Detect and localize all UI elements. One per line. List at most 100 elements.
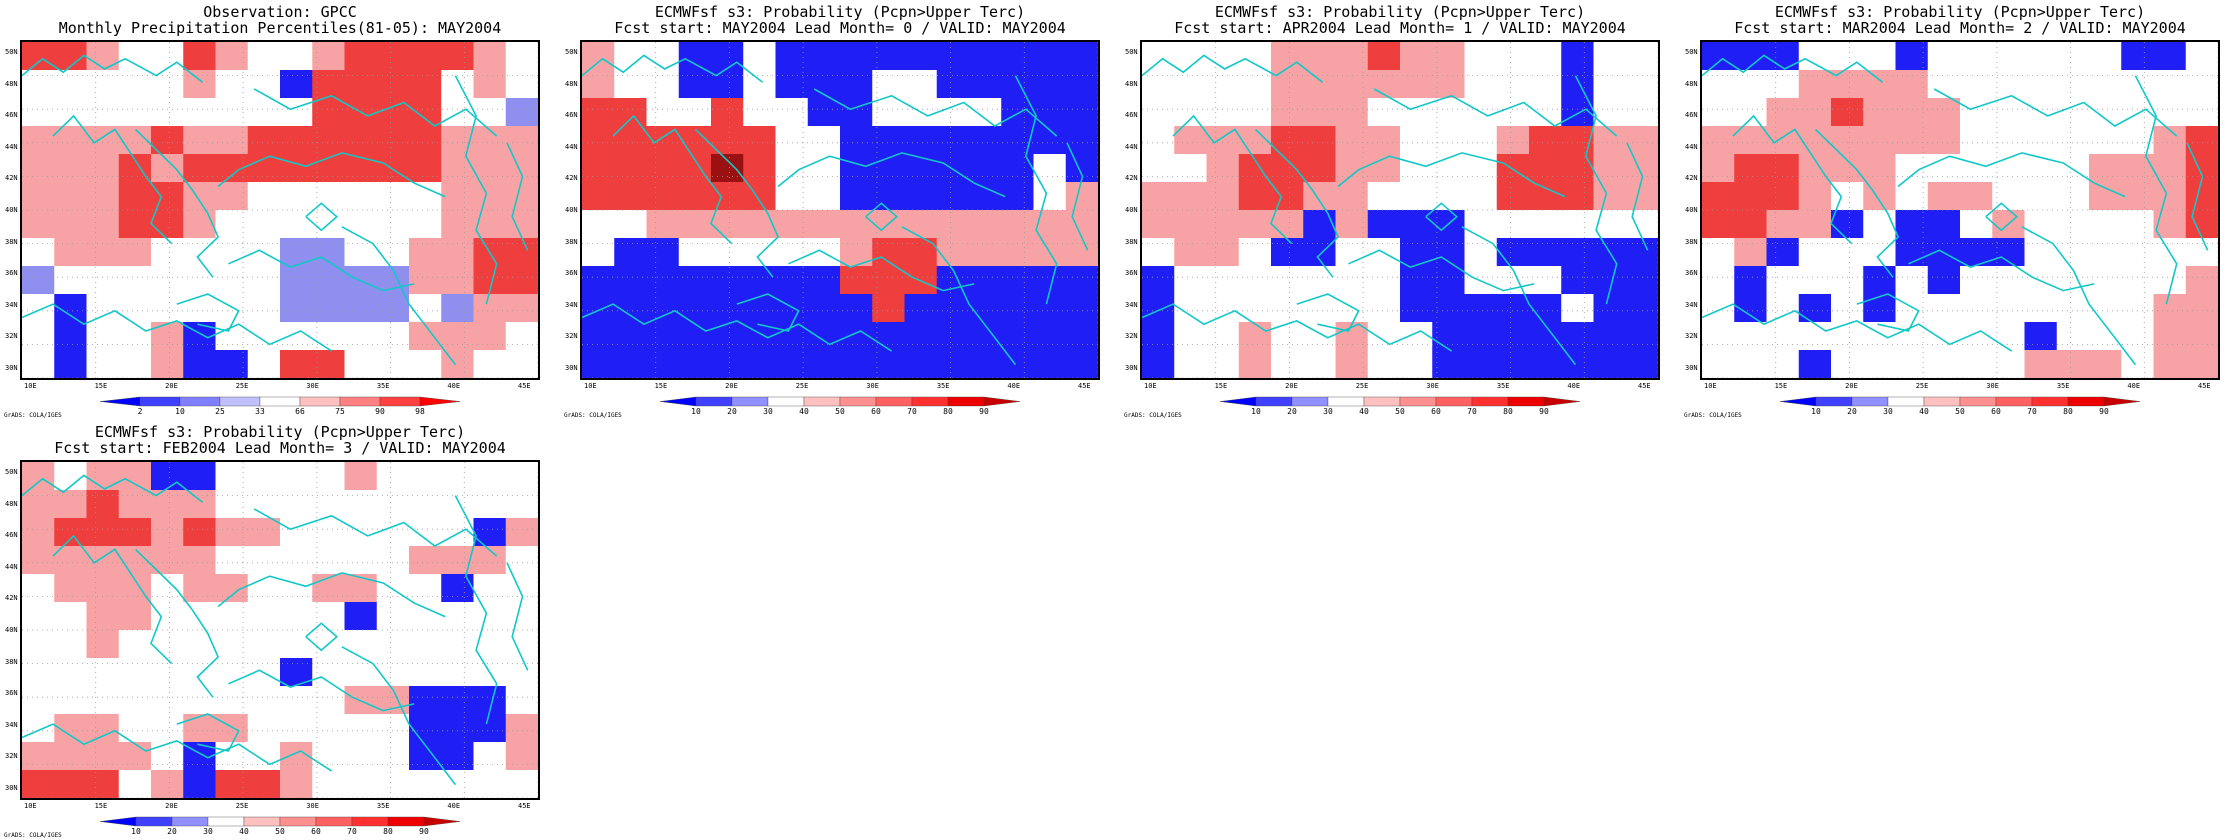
lat-label: 34N <box>5 300 18 309</box>
map-panel: ECMWFsf s3: Probability (Pcpn>Upper Terc… <box>560 0 1120 420</box>
grid-cell <box>646 154 680 183</box>
lat-label: 50N <box>5 48 18 56</box>
grid-cell <box>1496 322 1530 351</box>
grid-cell <box>344 602 378 631</box>
coastline <box>228 669 415 712</box>
grid-cell <box>54 126 88 155</box>
grid-cell <box>2121 238 2155 267</box>
grid-cell <box>183 182 217 211</box>
lon-label: 35E <box>2056 382 2070 390</box>
lon-label: 25E <box>795 382 809 390</box>
grid-cell <box>807 98 841 127</box>
lat-label: 34N <box>1685 300 1698 309</box>
grid-cell <box>118 98 152 127</box>
grid-cell <box>840 98 873 127</box>
grid-cell <box>1625 70 1658 99</box>
grid-cell <box>441 294 475 323</box>
grid-cell <box>1625 42 1658 71</box>
grid-cell <box>1766 210 1800 239</box>
grid-cell <box>1367 182 1401 211</box>
grid-cell <box>151 98 184 127</box>
grid-cell <box>1895 210 1929 239</box>
coastline <box>1014 75 1058 305</box>
grid-cell <box>1335 350 1369 378</box>
grid-cell <box>183 98 217 127</box>
grid-cell <box>86 42 120 71</box>
grid-cell <box>872 126 906 155</box>
grid-cell <box>54 154 88 183</box>
grid-cell <box>1992 126 2026 155</box>
grid-cell <box>54 98 88 127</box>
grid-cell <box>1001 182 1035 211</box>
grid-cell <box>505 686 538 715</box>
grid-cell <box>376 182 410 211</box>
grid-cell <box>711 350 744 378</box>
grid-cell <box>441 462 475 491</box>
colorbar-swatch <box>1255 396 1293 407</box>
grid-cell <box>118 182 152 211</box>
colorbar-swatch <box>423 816 461 827</box>
grid-cell <box>409 770 442 798</box>
lat-label: 38N <box>5 657 18 666</box>
grid-cell <box>1303 350 1337 378</box>
grid-cell <box>118 770 152 798</box>
colorbar-label: 50 <box>1395 407 1405 416</box>
colorbar-swatch <box>171 816 209 827</box>
grid-cell <box>872 266 906 295</box>
grid-cell <box>1432 154 1466 183</box>
grid-cell <box>280 546 313 575</box>
grid-cell <box>409 658 442 687</box>
grid-cell <box>1496 210 1530 239</box>
grid-cell <box>1065 70 1098 99</box>
colorbar-label: 90 <box>1539 407 1549 416</box>
grid-cell <box>409 42 442 71</box>
grid-cell <box>22 546 55 575</box>
grid-cell <box>280 350 313 378</box>
lat-label: 44N <box>5 142 18 151</box>
lat-label: 46N <box>5 531 18 540</box>
grid-cell <box>86 686 120 715</box>
lat-label: 32N <box>1685 332 1698 341</box>
grid-cell <box>2121 210 2155 239</box>
colorbar-swatch <box>1363 396 1401 407</box>
grid-cell <box>1174 126 1208 155</box>
grid-cell <box>247 518 281 547</box>
coastline <box>454 495 498 725</box>
grid-cell <box>409 126 442 155</box>
grid-cell <box>312 126 346 155</box>
grid-cell <box>2024 294 2058 323</box>
grid-cell <box>936 42 970 71</box>
grid-cell <box>1206 294 1240 323</box>
grid-cell <box>151 238 184 267</box>
coastline <box>2134 75 2178 305</box>
colorbar-label: 30 <box>1883 407 1893 416</box>
grid-cell <box>1206 210 1240 239</box>
grid-cell <box>376 602 410 631</box>
grid-cell <box>904 350 938 378</box>
grid-cell <box>22 294 55 323</box>
grid-cell <box>183 294 217 323</box>
lon-label: 25E <box>1355 382 1369 390</box>
colorbar-swatch <box>1779 396 1817 407</box>
grid-cell <box>376 770 410 798</box>
grid-cell <box>215 686 249 715</box>
colorbar-label: 10 <box>131 827 141 836</box>
grid-cell <box>2153 294 2187 323</box>
grid-cell <box>1464 42 1498 71</box>
grid-cell <box>678 350 712 378</box>
grads-credit: GrADS: COLA/IGES <box>1124 412 1182 419</box>
grid-cell <box>1271 98 1304 127</box>
grid-cell <box>1238 70 1272 99</box>
grid-cell <box>1464 322 1498 351</box>
grid-cell <box>151 490 184 519</box>
grid-cell <box>1734 238 1768 267</box>
colorbar-label: 10 <box>691 407 701 416</box>
grid-cell <box>807 126 841 155</box>
grid-cell <box>505 266 538 295</box>
colorbar-swatch <box>419 396 461 407</box>
grid-cell <box>1831 154 1864 183</box>
grid-cell <box>151 770 184 798</box>
grid-cell <box>215 42 249 71</box>
grid-cell <box>312 490 346 519</box>
grid-cell <box>1992 266 2026 295</box>
